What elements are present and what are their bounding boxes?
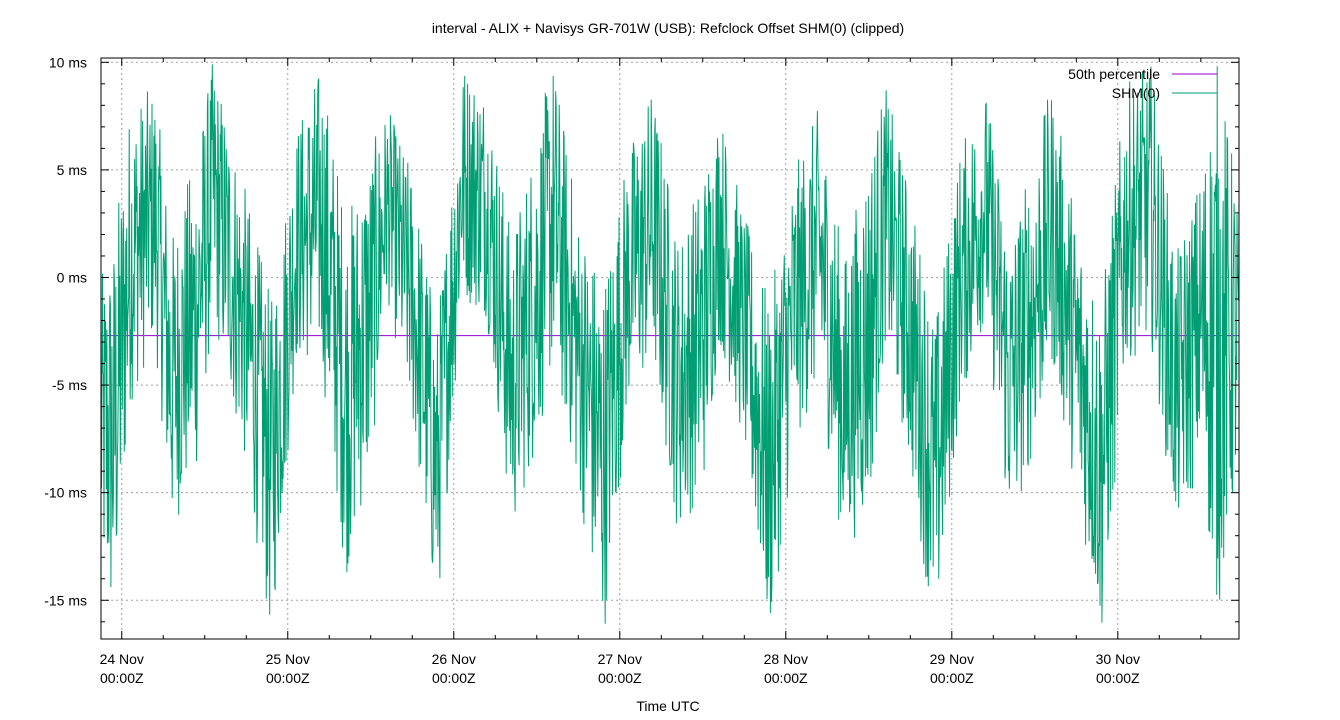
x-tick-label-time: 00:00Z [930, 670, 974, 686]
y-tick-label: -10 ms [44, 485, 87, 501]
x-tick-label-date: 28 Nov [764, 651, 808, 667]
x-tick-label-date: 26 Nov [432, 651, 476, 667]
x-tick-label-time: 00:00Z [100, 670, 144, 686]
x-tick-label-time: 00:00Z [266, 670, 310, 686]
x-tick-label-time: 00:00Z [598, 670, 642, 686]
y-tick-label: -5 ms [52, 377, 87, 393]
x-tick-label-date: 27 Nov [598, 651, 642, 667]
x-axis-label: Time UTC [636, 698, 699, 714]
x-tick-label-time: 00:00Z [432, 670, 476, 686]
x-tick-label-date: 25 Nov [266, 651, 310, 667]
series-line-shm0 [100, 64, 1240, 624]
plot-border [100, 57, 1240, 640]
y-tick-label: 10 ms [49, 54, 87, 70]
y-tick-label: 0 ms [57, 269, 87, 285]
x-tick-label-date: 24 Nov [100, 651, 144, 667]
x-tick-label-time: 00:00Z [1096, 670, 1140, 686]
y-tick-label: 5 ms [57, 162, 87, 178]
y-tick-label: -15 ms [44, 592, 87, 608]
legend-label: SHM(0) [1112, 85, 1160, 101]
x-tick-label-date: 30 Nov [1096, 651, 1140, 667]
legend-label: 50th percentile [1068, 66, 1160, 82]
tick-labels: 10 ms 5 ms 0 ms -5 ms -10 ms -15 ms 24 Nov 00:0… [44, 54, 1239, 686]
chart-title: interval - ALIX + Navisys GR-701W (USB):… [432, 20, 904, 36]
x-tick-label-date: 29 Nov [930, 651, 974, 667]
x-tick-label-time: 00:00Z [764, 670, 808, 686]
series-layer [100, 64, 1240, 624]
legend: 50th percentile SHM(0) [1068, 66, 1217, 101]
plot-frame [100, 57, 1240, 640]
